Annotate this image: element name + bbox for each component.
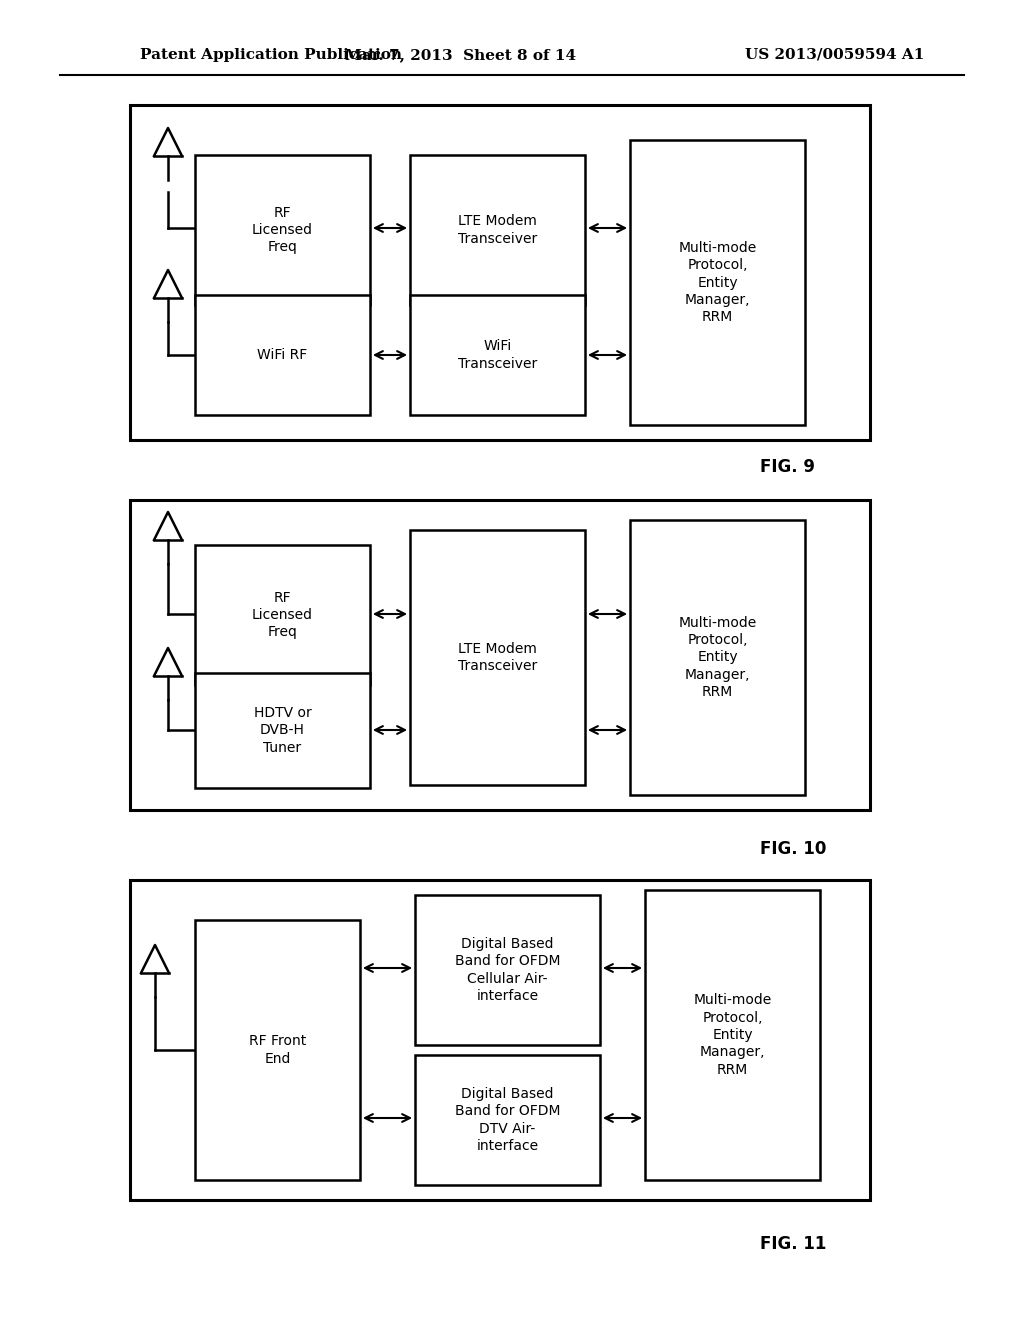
Text: Patent Application Publication: Patent Application Publication xyxy=(140,48,402,62)
Bar xyxy=(195,673,370,788)
Bar xyxy=(195,545,370,685)
Bar xyxy=(415,1055,600,1185)
Text: RF Front
End: RF Front End xyxy=(249,1035,306,1065)
Bar xyxy=(410,531,585,785)
Text: Multi-mode
Protocol,
Entity
Manager,
RRM: Multi-mode Protocol, Entity Manager, RRM xyxy=(693,994,772,1077)
Bar xyxy=(130,106,870,440)
Bar xyxy=(410,294,585,414)
Text: FIG. 10: FIG. 10 xyxy=(760,840,826,858)
Bar xyxy=(410,154,585,305)
Bar xyxy=(130,880,870,1200)
Text: Multi-mode
Protocol,
Entity
Manager,
RRM: Multi-mode Protocol, Entity Manager, RRM xyxy=(678,242,757,325)
Bar xyxy=(645,890,820,1180)
Bar xyxy=(630,140,805,425)
Bar xyxy=(630,520,805,795)
Text: LTE Modem
Transceiver: LTE Modem Transceiver xyxy=(458,642,538,673)
Bar xyxy=(195,294,370,414)
Bar xyxy=(130,500,870,810)
Text: WiFi
Transceiver: WiFi Transceiver xyxy=(458,339,538,371)
Text: Digital Based
Band for OFDM
Cellular Air-
interface: Digital Based Band for OFDM Cellular Air… xyxy=(455,937,560,1003)
Text: FIG. 11: FIG. 11 xyxy=(760,1236,826,1253)
Bar xyxy=(195,920,360,1180)
Bar xyxy=(195,154,370,305)
Text: WiFi RF: WiFi RF xyxy=(257,348,307,362)
Text: LTE Modem
Transceiver: LTE Modem Transceiver xyxy=(458,214,538,246)
Text: HDTV or
DVB-H
Tuner: HDTV or DVB-H Tuner xyxy=(254,706,311,755)
Text: RF
Licensed
Freq: RF Licensed Freq xyxy=(252,206,313,255)
Text: FIG. 9: FIG. 9 xyxy=(760,458,815,477)
Text: RF
Licensed
Freq: RF Licensed Freq xyxy=(252,591,313,639)
Bar xyxy=(415,895,600,1045)
Text: Digital Based
Band for OFDM
DTV Air-
interface: Digital Based Band for OFDM DTV Air- int… xyxy=(455,1088,560,1152)
Text: Mar. 7, 2013  Sheet 8 of 14: Mar. 7, 2013 Sheet 8 of 14 xyxy=(345,48,577,62)
Text: Multi-mode
Protocol,
Entity
Manager,
RRM: Multi-mode Protocol, Entity Manager, RRM xyxy=(678,616,757,700)
Text: US 2013/0059594 A1: US 2013/0059594 A1 xyxy=(744,48,924,62)
